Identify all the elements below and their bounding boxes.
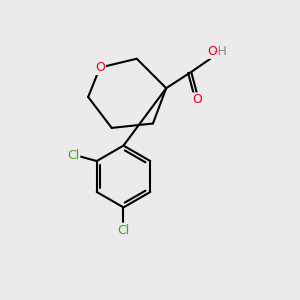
Text: O: O bbox=[95, 61, 105, 74]
Text: -H: -H bbox=[214, 45, 228, 58]
Text: Cl: Cl bbox=[67, 149, 79, 162]
Text: O: O bbox=[207, 45, 217, 58]
Text: Cl: Cl bbox=[117, 224, 130, 237]
Text: O: O bbox=[192, 93, 202, 106]
